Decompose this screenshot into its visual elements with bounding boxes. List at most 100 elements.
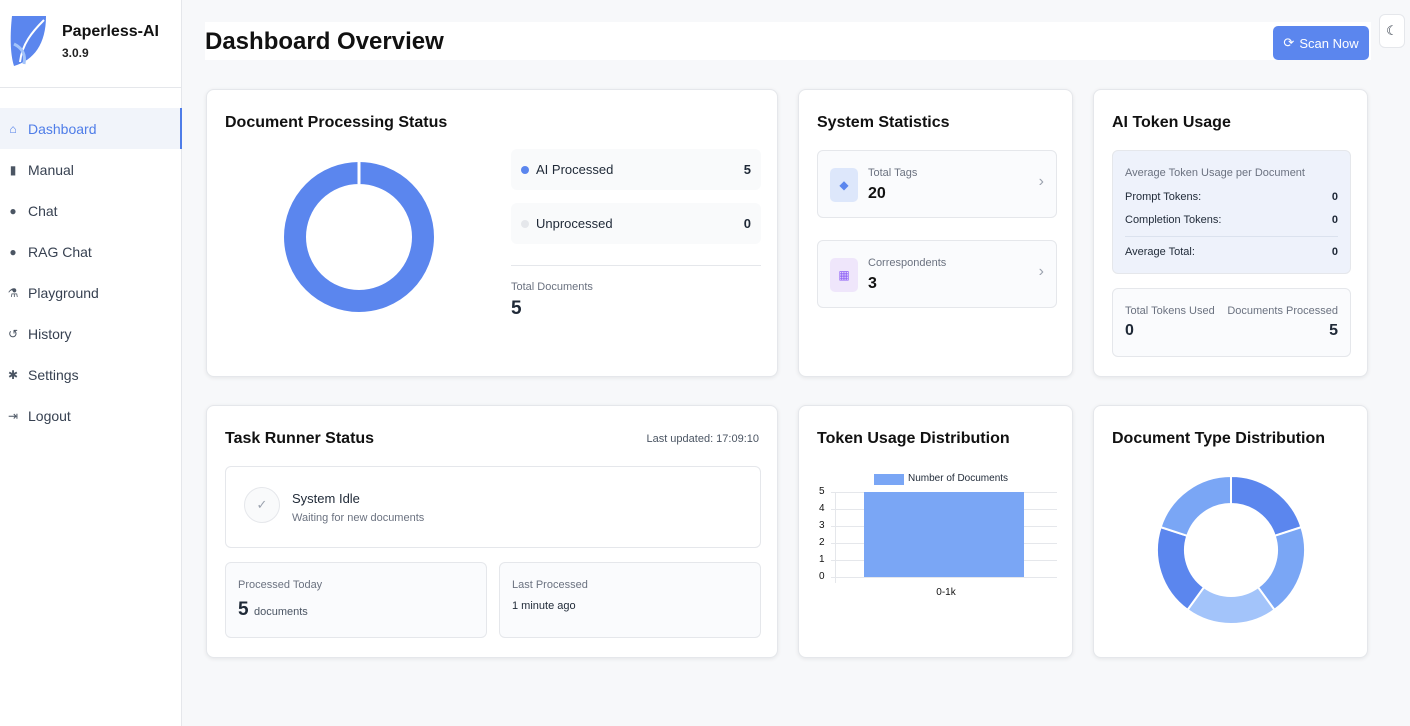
legend-swatch (874, 474, 904, 485)
completion-label: Completion Tokens: (1125, 214, 1222, 226)
scan-now-label: Scan Now (1299, 35, 1359, 51)
donut-slice-ai-processed (284, 162, 434, 312)
comment-icon: ● (9, 244, 17, 259)
y-tick-label: 4 (819, 503, 825, 514)
y-axis (835, 492, 836, 583)
ai-token-usage-card: AI Token Usage Average Token Usage per D… (1093, 89, 1368, 377)
avg-total-value: 0 (1331, 246, 1338, 258)
sidebar-item-label: RAG Chat (28, 243, 92, 260)
average-token-panel: Average Token Usage per Document Prompt … (1112, 150, 1351, 274)
file-icon: ▮ (9, 162, 17, 177)
sidebar-item-history[interactable]: ↺ History (0, 313, 182, 354)
docs-processed-value: 5 (1329, 322, 1338, 339)
sidebar-item-settings[interactable]: ✱ Settings (0, 354, 182, 395)
sidebar-item-manual[interactable]: ▮ Manual (0, 149, 182, 190)
gridline (831, 577, 1057, 578)
legend-ai-processed: AI Processed 5 (511, 149, 761, 190)
check-icon: ✓ (244, 487, 280, 523)
total-tokens-value: 0 (1125, 322, 1134, 339)
sidebar-item-chat[interactable]: ● Chat (0, 190, 182, 231)
logout-icon: ⇥ (7, 408, 19, 423)
building-icon: ▦ (830, 258, 858, 292)
app-name: Paperless-AI (62, 23, 159, 40)
theme-toggle-button[interactable]: ☾ (1379, 14, 1405, 48)
processed-today-value: 5 (238, 599, 249, 620)
app-version: 3.0.9 (62, 46, 89, 60)
moon-icon: ☾ (1386, 23, 1398, 38)
document-type-card: Document Type Distribution (1093, 405, 1368, 658)
tag-icon: ◆ (830, 168, 858, 202)
card-title: System Statistics (817, 114, 950, 131)
sidebar-item-label: Logout (28, 407, 71, 424)
legend-value: 0 (743, 216, 751, 231)
task-runner-card: Task Runner Status Last updated: 17:09:1… (206, 405, 778, 658)
sidebar-item-label: Settings (28, 366, 79, 383)
sidebar-nav: ⌂ Dashboard ▮ Manual ● Chat ● RAG Chat ⚗ Playgrou… (0, 108, 182, 436)
scan-now-button[interactable]: ⟳ Scan Now (1273, 26, 1369, 60)
sidebar-item-logout[interactable]: ⇥ Logout (0, 395, 182, 436)
avg-total-label: Average Total: (1125, 246, 1195, 258)
legend-label: Unprocessed (536, 216, 613, 231)
processed-today-panel: Processed Today 5 documents (225, 562, 487, 638)
stat-label: Total Tags (868, 167, 918, 179)
document-type-donut-chart (1156, 474, 1306, 625)
stat-label: Correspondents (868, 257, 947, 269)
leaf-logo-icon (10, 16, 47, 66)
completion-value: 0 (1331, 214, 1338, 226)
y-tick-label: 0 (819, 571, 825, 582)
total-tags-item[interactable]: ◆ Total Tags 20 › (817, 150, 1057, 218)
card-title: Document Processing Status (225, 114, 448, 131)
dot-icon (521, 165, 529, 174)
total-tokens-label: Total Tokens Used (1125, 305, 1215, 317)
task-status: System Idle (292, 491, 360, 506)
bar (863, 492, 1024, 577)
donut-slice (1156, 525, 1206, 612)
refresh-icon: ⟳ (1283, 35, 1295, 50)
task-status-sub: Waiting for new documents (292, 512, 425, 524)
legend-unprocessed: Unprocessed 0 (511, 203, 761, 244)
donut-slice (1159, 474, 1232, 538)
gear-icon: ✱ (7, 367, 19, 382)
processed-today-label: Processed Today (238, 579, 323, 591)
legend-label: Number of Documents (908, 473, 1009, 484)
card-title: Task Runner Status (225, 430, 375, 447)
sidebar-item-playground[interactable]: ⚗ Playground (0, 272, 182, 313)
prompt-value: 0 (1331, 191, 1338, 203)
card-title: AI Token Usage (1112, 114, 1231, 131)
x-tick-label: 0-1k (936, 587, 956, 598)
chevron-right-icon: › (1038, 263, 1044, 280)
stat-value: 3 (868, 275, 877, 292)
total-documents-label: Total Documents (511, 281, 593, 293)
history-icon: ↺ (7, 326, 19, 341)
token-totals-panel: Total Tokens Used 0 Documents Processed … (1112, 288, 1351, 357)
processed-today-unit: documents (254, 606, 308, 618)
legend-label: AI Processed (536, 162, 614, 177)
comment-icon: ● (9, 203, 17, 218)
home-icon: ⌂ (9, 121, 17, 136)
sidebar-item-dashboard[interactable]: ⌂ Dashboard (0, 108, 182, 149)
y-tick-label: 1 (819, 554, 825, 565)
sidebar-item-label: Playground (28, 284, 99, 301)
legend-value: 5 (743, 162, 751, 177)
y-tick-label: 2 (819, 537, 825, 548)
flask-icon: ⚗ (7, 285, 19, 300)
token-distribution-card: Token Usage Distribution Number of Docum… (798, 405, 1073, 658)
sidebar: Paperless-AI 3.0.9 ⌂ Dashboard ▮ Manual ● Cha… (0, 0, 182, 726)
chevron-right-icon: › (1038, 173, 1044, 190)
sidebar-item-rag-chat[interactable]: ● RAG Chat (0, 231, 182, 272)
card-title: Token Usage Distribution (817, 430, 1010, 447)
system-statistics-card: System Statistics ◆ Total Tags 20 › ▦ Co… (798, 89, 1073, 377)
brand: Paperless-AI 3.0.9 (0, 0, 181, 88)
correspondents-item[interactable]: ▦ Correspondents 3 › (817, 240, 1057, 308)
y-tick-label: 3 (819, 520, 825, 531)
page-title: Dashboard Overview (205, 28, 444, 55)
last-updated: Last updated: 17:09:10 (646, 433, 759, 445)
y-tick-label: 5 (819, 486, 825, 497)
sidebar-item-label: Dashboard (28, 120, 97, 137)
prompt-label: Prompt Tokens: (1125, 191, 1202, 203)
avg-heading: Average Token Usage per Document (1125, 167, 1305, 179)
sidebar-item-label: Chat (28, 202, 58, 219)
sidebar-item-label: History (28, 325, 72, 342)
sidebar-item-label: Manual (28, 161, 74, 178)
last-processed-label: Last Processed (512, 579, 588, 591)
